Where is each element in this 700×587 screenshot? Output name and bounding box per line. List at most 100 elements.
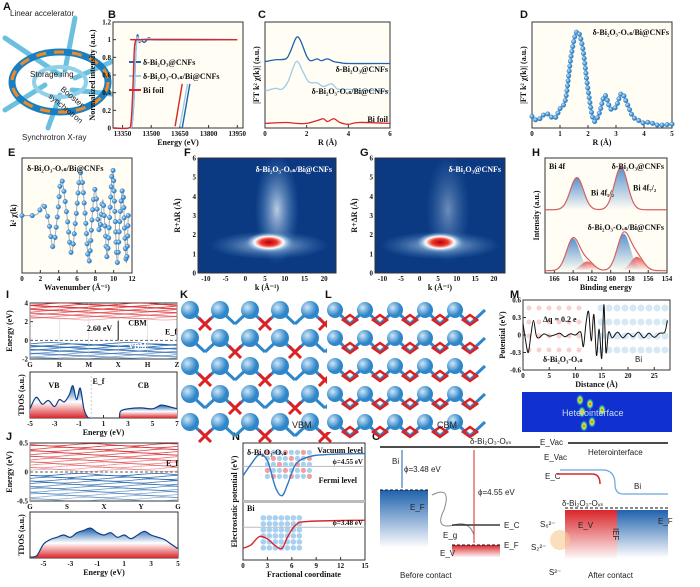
y-tick-label: 0.6 bbox=[102, 72, 111, 80]
bi-atom bbox=[181, 301, 199, 319]
x-tick-label: 12 bbox=[337, 562, 345, 570]
x-tick-label: 7 bbox=[175, 420, 179, 428]
x-axis-label: k (Å⁻¹) bbox=[428, 283, 453, 292]
lattice-atom bbox=[296, 539, 303, 545]
data-point bbox=[664, 122, 670, 128]
oxygen-site bbox=[430, 425, 450, 439]
panel-label-j: J bbox=[6, 431, 12, 443]
x-tick-label: 4 bbox=[642, 130, 646, 138]
lattice-atom bbox=[284, 515, 291, 521]
y-axis-label: Intensity (a.u.) bbox=[532, 190, 541, 240]
x-tick-label: 25 bbox=[651, 372, 659, 380]
s2-label: S₂²⁻ bbox=[531, 543, 546, 552]
x-tick-label: 9 bbox=[314, 562, 318, 570]
data-point bbox=[116, 229, 122, 235]
ef3-label: E_F bbox=[658, 517, 673, 526]
charge-transfer-label: Δq = 0.2 e bbox=[543, 315, 577, 324]
phi1-label: ϕ=4.55 eV bbox=[332, 458, 363, 466]
bi-atom bbox=[271, 301, 289, 319]
bi-atom bbox=[629, 318, 637, 326]
x-axis-label: Binding energy bbox=[580, 283, 632, 292]
data-point bbox=[581, 51, 587, 57]
lattice-atom bbox=[296, 545, 303, 551]
band-line bbox=[30, 348, 177, 352]
oxygen-site bbox=[340, 425, 360, 439]
oxide-atom bbox=[536, 319, 542, 325]
ef-label: E_F bbox=[410, 503, 425, 512]
heterointerface-label: Heterointerface bbox=[562, 408, 624, 418]
lattice-atom bbox=[296, 515, 303, 521]
peak-label: Bi 4f₇/₂ bbox=[633, 184, 657, 193]
dos-area bbox=[30, 528, 178, 558]
k-point-label: Y bbox=[138, 503, 143, 511]
panel-o-band-diagrams: Bi δ-Bi₂O₃-Oᵥₛ E_Vac ϕ=3.48 eV E_F ϕ=4.5… bbox=[380, 437, 673, 580]
lattice-atom bbox=[282, 449, 288, 455]
chart-n: 0 3 6 9 12 15 Fractional coordinate Electrostat… bbox=[230, 442, 369, 579]
bi-atom bbox=[271, 385, 289, 403]
chart-e: 0 2 4 6 8 10 12 Wavenumber (Å⁻¹) k² χ(k) δ-Bi₂O₃-… bbox=[9, 157, 136, 292]
y-tick-label: 0 bbox=[108, 125, 112, 133]
cb-label: CB bbox=[138, 381, 150, 390]
band-line bbox=[30, 347, 177, 351]
panel-label-f: F bbox=[184, 147, 191, 159]
x-tick-label: 5 bbox=[670, 130, 674, 138]
data-point bbox=[529, 113, 535, 119]
x-tick-label: 0 bbox=[530, 130, 534, 138]
heterointerface-label: Heterointerface bbox=[588, 448, 643, 457]
lattice-atom bbox=[276, 461, 282, 467]
data-point bbox=[125, 212, 131, 218]
data-point bbox=[117, 219, 123, 225]
phi2-label: ϕ=3.48 eV bbox=[332, 519, 363, 527]
data-point bbox=[616, 96, 622, 102]
bi-atom bbox=[357, 330, 373, 346]
band-line bbox=[30, 350, 177, 354]
data-point bbox=[42, 204, 48, 210]
x-axis-label: R (Å) bbox=[593, 138, 612, 147]
x-tick-label: 4 bbox=[347, 130, 351, 138]
lattice-atom bbox=[272, 533, 279, 539]
band-line bbox=[30, 349, 177, 353]
lattice-atom bbox=[300, 467, 306, 473]
x-tick-label: -5 bbox=[41, 560, 47, 568]
band-line bbox=[30, 345, 177, 349]
x-tick-label: 5 bbox=[151, 420, 155, 428]
x-tick-label: 3 bbox=[149, 560, 153, 568]
eg-label: E_g bbox=[443, 531, 457, 540]
bi-atom bbox=[597, 304, 605, 312]
data-point bbox=[121, 215, 127, 221]
x-tick-label: -5 bbox=[398, 275, 404, 283]
panel-a-caption: Synchrotron X-ray bbox=[22, 133, 86, 142]
data-point bbox=[587, 100, 593, 106]
data-point bbox=[80, 190, 86, 196]
oxygen-site bbox=[460, 397, 480, 411]
panel-label-e: E bbox=[8, 147, 15, 159]
lattice-atom bbox=[300, 449, 306, 455]
data-point bbox=[66, 229, 72, 235]
chart-g: -10 -5 0 5 10 15 20 0 1 2 3 4 5 6 k (Å⁻¹) R+ΔR (Å) δ-Bi₂… bbox=[350, 155, 506, 292]
x-tick-label: -1 bbox=[76, 420, 82, 428]
data-point bbox=[124, 254, 130, 260]
y-tick-label: 0.3 bbox=[512, 314, 521, 322]
bi-atom bbox=[327, 414, 343, 430]
x-tick-label: 0 bbox=[244, 275, 248, 283]
peak-component bbox=[549, 238, 597, 271]
bi-atom bbox=[621, 346, 629, 354]
data-point bbox=[106, 235, 112, 241]
x-tick-label: 10 bbox=[110, 275, 118, 283]
lattice-atom bbox=[270, 467, 276, 473]
x-tick-label: -3 bbox=[67, 560, 73, 568]
data-point bbox=[599, 101, 605, 107]
band-line bbox=[30, 344, 177, 348]
bi-atom bbox=[417, 358, 433, 374]
data-point bbox=[83, 231, 89, 237]
charge-density-heatmap bbox=[522, 392, 672, 432]
lattice-atom bbox=[288, 449, 294, 455]
x-tick-label: 3 bbox=[266, 562, 270, 570]
linear-accelerator-label: Linear accelerator bbox=[10, 9, 74, 18]
oxygen-site bbox=[460, 369, 480, 383]
data-point bbox=[73, 210, 79, 216]
panel-label-b: B bbox=[108, 9, 116, 21]
data-point bbox=[553, 114, 559, 120]
y-axis-label: k² χ(k) bbox=[9, 204, 18, 227]
bi-atom bbox=[301, 357, 319, 375]
